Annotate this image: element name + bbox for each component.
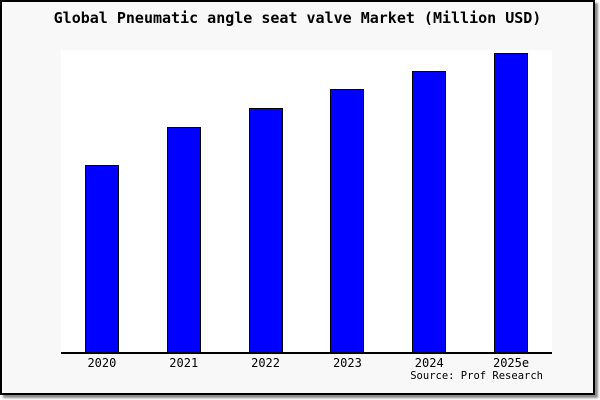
bar-slot — [143, 50, 225, 352]
bar-2022 — [248, 108, 283, 352]
x-axis-label: 2020 — [87, 356, 117, 370]
x-axis-labels: 2020 2021 2022 2023 2024 2025e — [61, 356, 552, 370]
bar-slot — [388, 50, 470, 352]
bar-2021 — [166, 126, 201, 352]
bar-2020 — [84, 165, 119, 352]
plot-area — [61, 50, 552, 354]
bar-2024 — [412, 70, 447, 352]
chart-frame: Global Pneumatic angle seat valve Market… — [0, 0, 595, 395]
x-axis-label: 2023 — [332, 356, 362, 370]
x-axis-label: 2025e — [492, 356, 530, 370]
x-axis-label: 2022 — [251, 356, 281, 370]
bar-slot — [470, 50, 552, 352]
x-axis-label: 2021 — [169, 356, 199, 370]
x-axis-label: 2024 — [414, 356, 444, 370]
bar-slot — [306, 50, 388, 352]
bar-2025e — [494, 53, 529, 352]
bar-slot — [61, 50, 143, 352]
chart-title: Global Pneumatic angle seat valve Market… — [53, 9, 542, 27]
source-credit: Source: Prof Research — [410, 370, 543, 382]
bar-slot — [225, 50, 307, 352]
bar-2023 — [330, 88, 365, 352]
